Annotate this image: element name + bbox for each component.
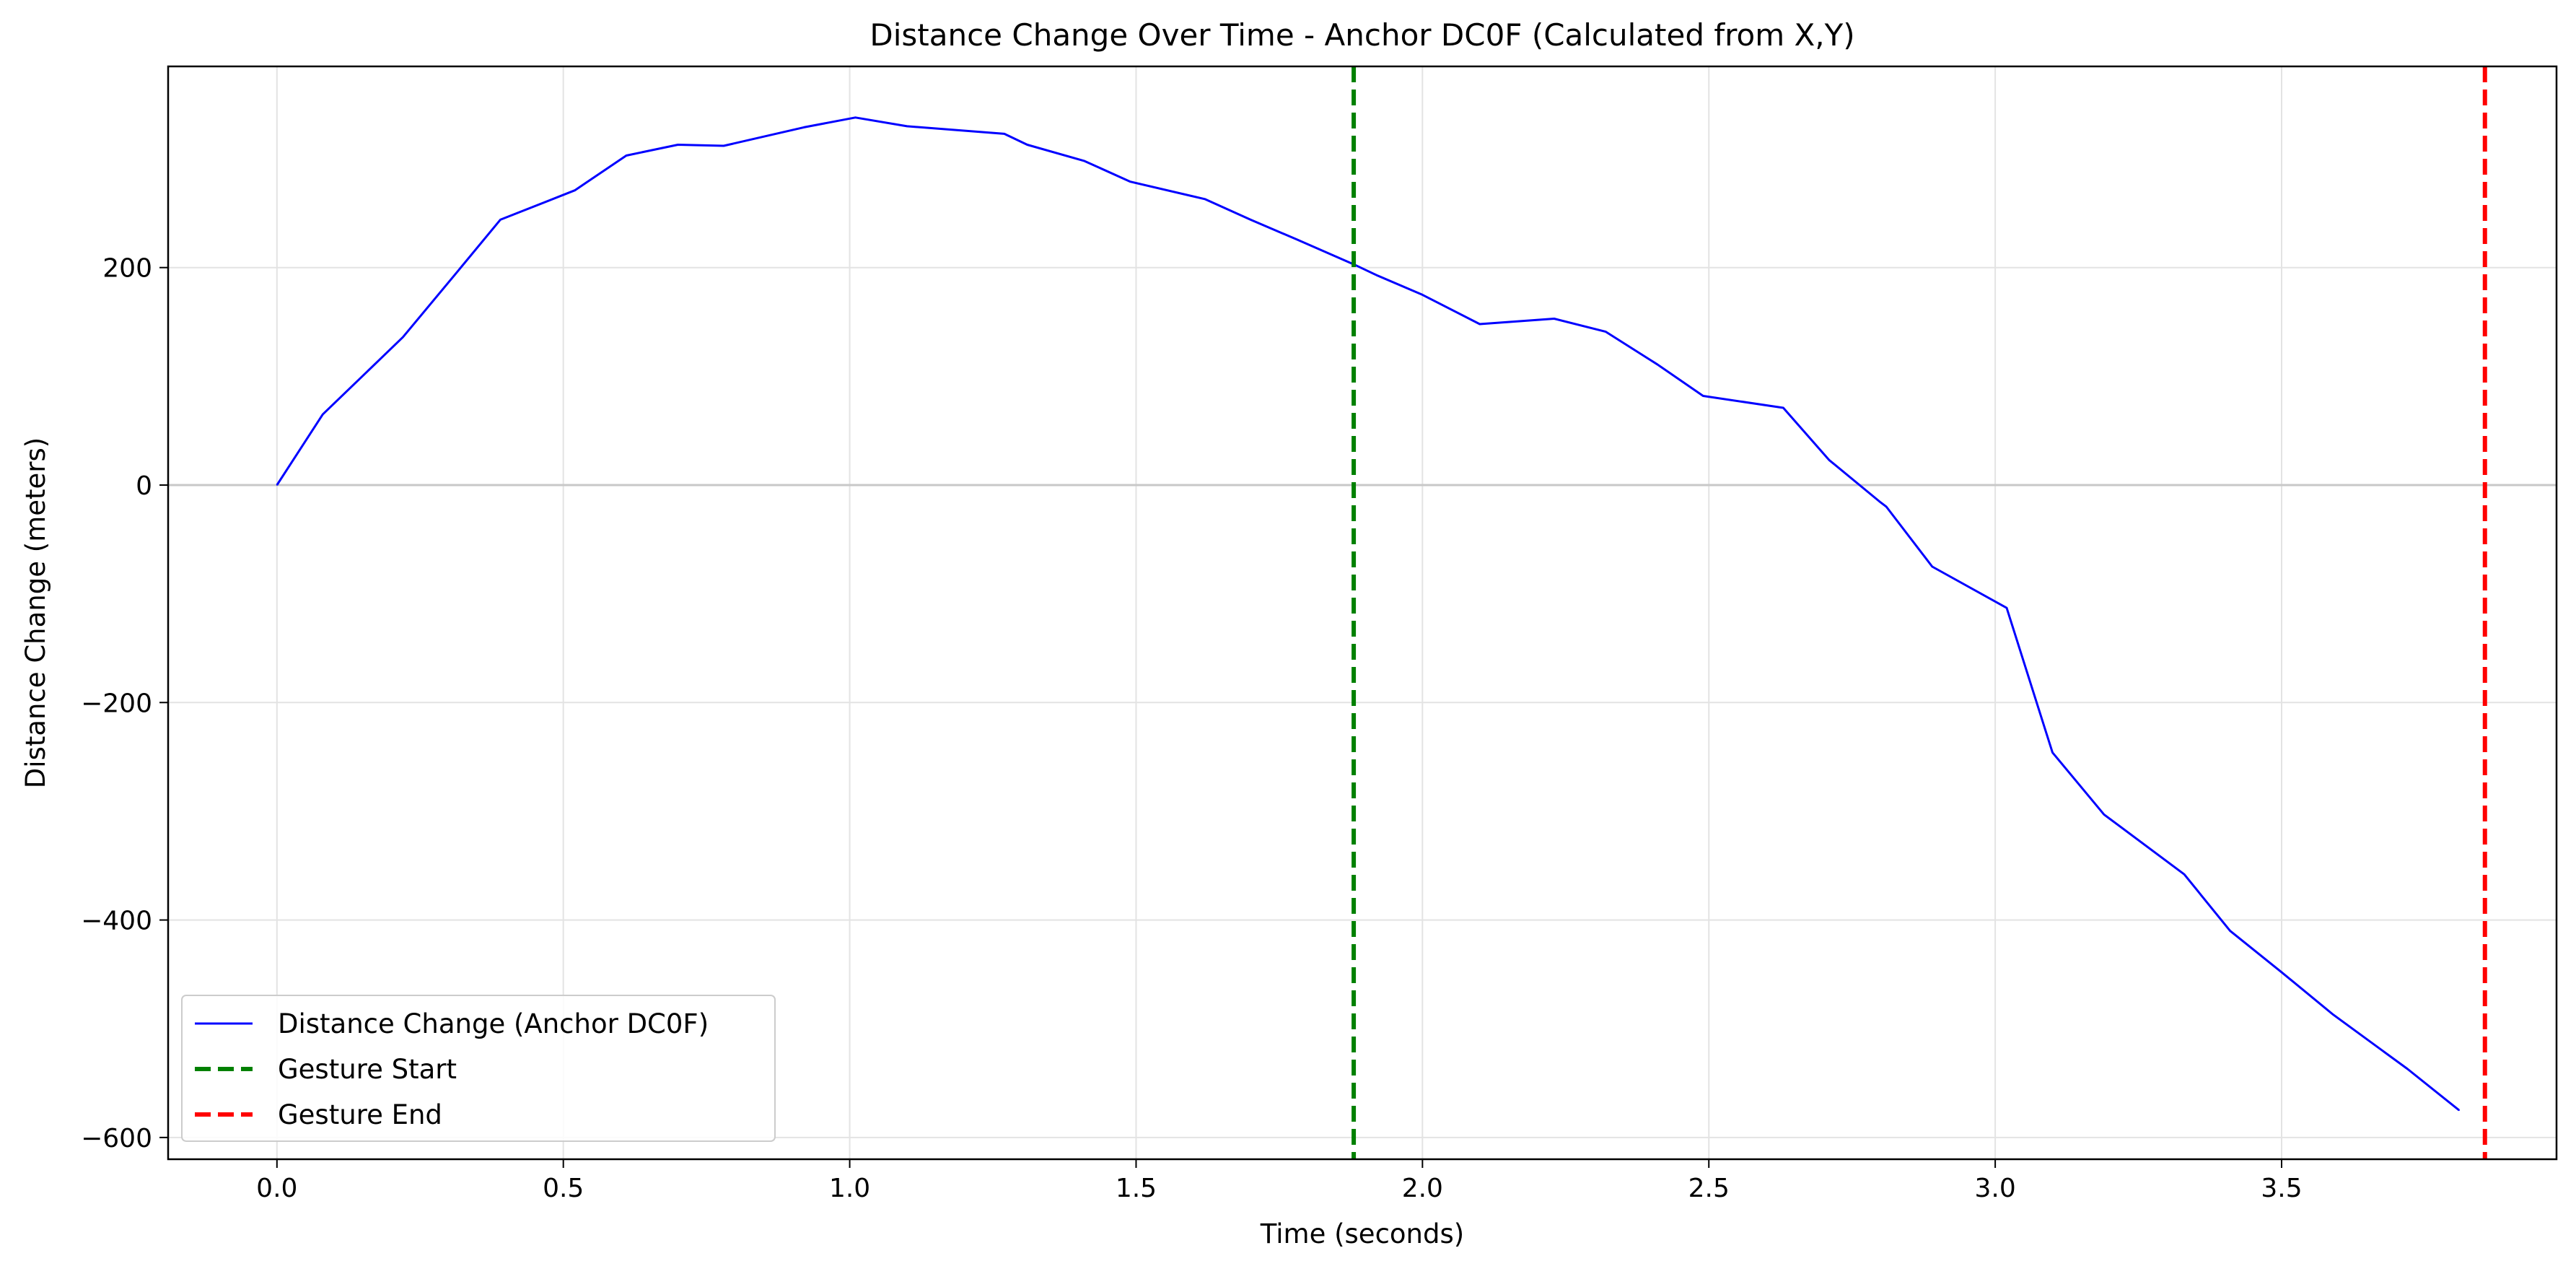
- data-point: [2332, 1013, 2334, 1016]
- x-tick-label: 1.5: [1116, 1174, 1157, 1203]
- data-point: [1250, 219, 1252, 221]
- data-series-layer: [276, 116, 2461, 1112]
- data-point: [1554, 318, 1555, 320]
- y-axis-ticks: −600 −400 −200 0 200: [81, 254, 168, 1153]
- data-point: [803, 126, 805, 128]
- x-tick-label: 0.5: [543, 1174, 584, 1203]
- x-tick-label: 2.0: [1402, 1174, 1443, 1203]
- y-tick-label: 200: [102, 254, 152, 284]
- data-point: [2006, 607, 2007, 609]
- data-point: [1605, 331, 1607, 333]
- legend-label: Gesture End: [278, 1099, 442, 1130]
- data-point: [723, 145, 724, 147]
- x-tick-label: 3.5: [2261, 1174, 2302, 1203]
- data-point: [2051, 751, 2054, 754]
- data-point: [1004, 133, 1005, 135]
- data-point: [1084, 160, 1085, 162]
- gesture-markers: [1351, 66, 2487, 1159]
- data-point: [276, 484, 278, 486]
- data-point: [574, 189, 576, 191]
- chart-title: Distance Change Over Time - Anchor DC0F …: [869, 17, 1854, 53]
- legend-label: Gesture Start: [278, 1054, 457, 1085]
- data-point: [2103, 813, 2105, 816]
- y-tick-label: −600: [81, 1124, 152, 1153]
- data-point: [1129, 180, 1131, 183]
- data-point: [499, 219, 501, 221]
- y-tick-label: −200: [81, 689, 152, 718]
- plot-frame: [167, 65, 2558, 1161]
- data-point: [1931, 566, 1933, 567]
- data-point: [906, 126, 908, 127]
- data-point: [1828, 459, 1830, 461]
- data-point: [2458, 1109, 2460, 1112]
- y-tick-label: 0: [136, 471, 152, 501]
- data-point: [454, 274, 455, 276]
- x-tick-label: 3.0: [1974, 1174, 2015, 1203]
- data-point: [1478, 323, 1481, 325]
- data-point: [2229, 930, 2231, 932]
- legend-box: [181, 995, 776, 1142]
- data-point: [322, 414, 324, 415]
- data-point: [1656, 363, 1658, 365]
- data-point: [1204, 198, 1206, 200]
- data-point: [1421, 294, 1424, 296]
- data-point: [1376, 274, 1377, 276]
- data-point: [854, 117, 857, 118]
- y-tick-label: −400: [81, 907, 152, 936]
- data-point: [1880, 502, 1882, 503]
- data-point: [626, 154, 627, 157]
- data-point: [1782, 407, 1784, 409]
- legend-label: Distance Change (Anchor DC0F): [278, 1008, 709, 1039]
- data-point: [677, 144, 679, 146]
- x-axis-label: Time (seconds): [1260, 1218, 1464, 1249]
- data-point: [1702, 395, 1704, 397]
- data-point: [1295, 238, 1297, 240]
- x-tick-label: 2.5: [1688, 1174, 1730, 1203]
- data-point: [2281, 972, 2282, 973]
- data-point: [2183, 873, 2185, 876]
- data-point: [1885, 506, 1888, 507]
- x-tick-label: 1.0: [829, 1174, 870, 1203]
- data-point: [2406, 1068, 2409, 1070]
- x-axis-ticks: 0.0 0.5 1.0 1.5 2.0 2.5 3.0 3.5: [256, 1159, 2303, 1203]
- data-point: [402, 336, 404, 338]
- x-tick-label: 0.0: [256, 1174, 297, 1203]
- y-axis-label: Distance Change (meters): [20, 437, 51, 788]
- data-point: [1026, 144, 1028, 146]
- legend: Distance Change (Anchor DC0F) Gesture Sta…: [181, 995, 776, 1142]
